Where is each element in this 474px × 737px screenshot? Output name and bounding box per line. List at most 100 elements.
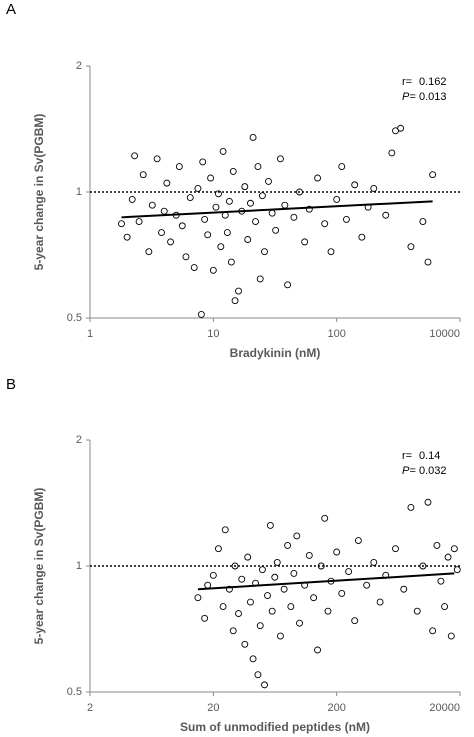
point [204,581,212,589]
point [397,124,405,132]
point [235,610,242,617]
point [261,248,268,256]
point [199,158,207,166]
point [296,619,303,627]
point [178,222,186,230]
point [413,607,421,615]
point [194,594,202,602]
point [244,553,252,561]
point [447,632,455,640]
p-label: P= [402,465,416,477]
point [158,229,165,237]
point [314,646,322,654]
point [388,149,396,157]
point [268,209,276,217]
point [266,521,274,529]
point [227,258,235,266]
point [247,199,254,207]
r-label: r= [402,450,412,462]
point [241,183,249,191]
point [392,545,399,553]
point [321,514,329,522]
point [247,598,254,606]
point [342,215,350,223]
point [453,566,461,574]
x-tick-label: 20000 [429,702,460,714]
point [305,205,313,213]
point [258,192,266,200]
point [217,243,225,251]
point [317,562,325,570]
x-tick-label: 2 [87,702,93,714]
point [139,171,147,179]
point [407,504,415,511]
point [276,632,284,640]
point [261,681,268,689]
point [249,133,257,141]
point [221,211,229,219]
x-axis-title: Bradykinin (nM) [230,346,321,360]
point [310,594,318,602]
y-tick-label: 0.5 [67,686,82,698]
point [241,640,249,648]
point [281,201,289,209]
point [450,545,458,553]
point [327,248,335,256]
point [145,248,153,256]
point [407,243,415,251]
point [276,155,284,163]
point [433,541,441,549]
point [214,190,222,198]
point [209,571,217,579]
point [314,174,322,182]
point [265,177,272,185]
x-tick-label: 10000 [429,328,460,340]
point [128,195,136,203]
point [182,253,190,261]
y-tick-label: 1 [76,560,82,572]
point [345,568,353,575]
point [186,194,194,201]
point [376,598,384,606]
point [190,264,198,271]
p-label: P= [402,91,416,103]
point [429,627,437,635]
y-axis-title: 5-year change in Sv(PGBM) [32,488,46,645]
point [219,603,227,611]
point [254,671,262,679]
point [214,545,222,553]
point [231,297,239,305]
point [207,174,215,182]
panel-label: A [6,1,16,18]
point [290,569,298,577]
point [354,537,362,545]
y-tick-label: 0.5 [67,312,82,324]
panel-label: B [6,376,16,393]
r-label: r= [402,76,412,88]
point [135,218,143,225]
point [235,287,242,295]
p-value: 0.032 [419,465,447,477]
point [284,541,292,549]
point [229,627,237,635]
point [258,566,266,574]
point [225,197,233,205]
point [249,655,257,663]
point [290,213,298,221]
point [280,585,288,593]
y-axis-title: 5-year change in Sv(PGBM) [32,114,46,271]
point [148,201,156,209]
point [441,603,449,611]
point [424,498,432,506]
p-value: 0.013 [419,91,447,103]
x-tick-label: 20 [207,702,219,714]
point [370,558,378,566]
point [160,207,168,215]
point [363,581,371,589]
fit-line [121,200,433,219]
point [333,195,341,203]
x-tick-label: 200 [327,702,345,714]
x-tick-label: 1 [87,328,93,340]
point [256,622,264,630]
